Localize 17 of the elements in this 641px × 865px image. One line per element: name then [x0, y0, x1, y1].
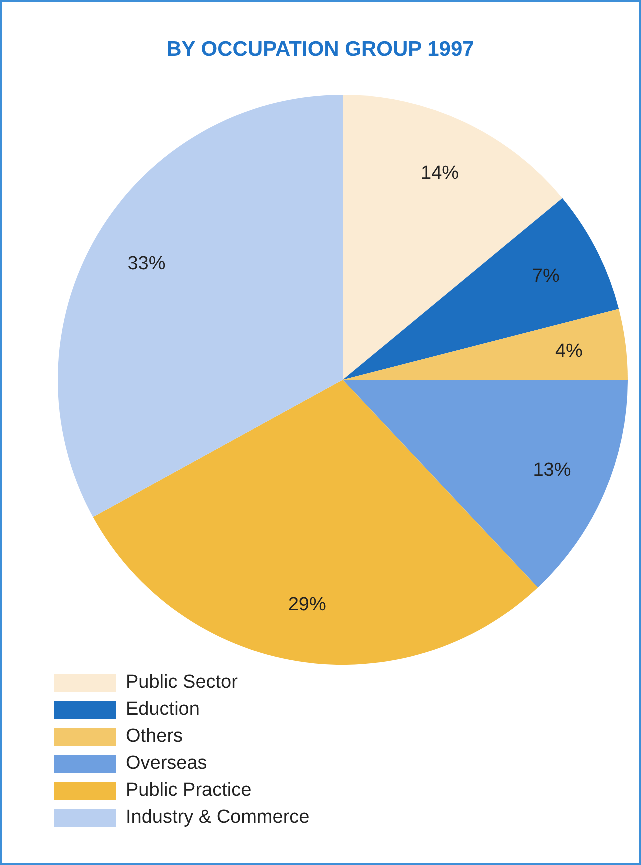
pie-slice: [343, 380, 628, 588]
pie-slice: [343, 309, 628, 380]
pie-slice: [343, 198, 620, 380]
data-label: 4%: [555, 340, 584, 362]
legend-label: Overseas: [126, 752, 208, 774]
legend-label: Others: [126, 726, 184, 748]
legend-label: Eduction: [126, 698, 200, 720]
legend-label: Industry & Commerce: [126, 806, 310, 828]
data-label: 14%: [421, 163, 460, 184]
legend-label: Public Sector: [126, 672, 238, 694]
pie-slice: [58, 95, 343, 518]
data-label: 33%: [128, 253, 166, 274]
legend-label: Public Practice: [126, 780, 252, 802]
data-label: 7%: [532, 266, 560, 287]
data-label: 29%: [288, 594, 326, 616]
data-label: 13%: [533, 460, 572, 482]
chart-title: BY OCCUPATION GROUP 1997: [166, 38, 476, 62]
